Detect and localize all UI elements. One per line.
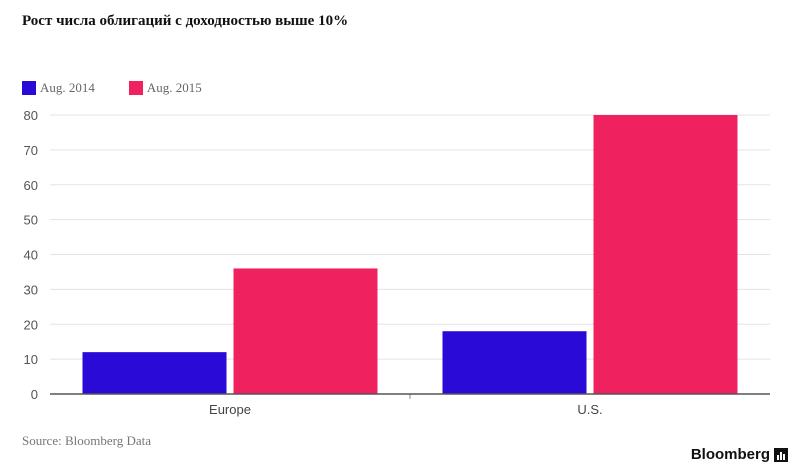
bar-us-aug-2014 <box>442 331 587 394</box>
legend-label-aug-2014: Aug. 2014 <box>40 80 95 95</box>
legend-label-aug-2015: Aug. 2015 <box>146 80 202 95</box>
x-tick-label-1: U.S. <box>577 402 602 417</box>
x-tick-label-0: Europe <box>209 402 251 417</box>
brand-logo: Bloomberg <box>691 446 788 463</box>
y-tick-label-30: 30 <box>24 282 38 297</box>
bar-chart-icon <box>774 447 788 462</box>
brand-name: Bloomberg <box>690 446 770 463</box>
legend-item-aug-2015: Aug. 2015 <box>128 80 202 96</box>
source-note: Source: Bloomberg Data <box>22 433 152 448</box>
y-tick-label-60: 60 <box>24 178 38 193</box>
legend-item-aug-2014: Aug. 2014 <box>22 80 95 96</box>
legend: Aug. 2014 Aug. 2015 <box>22 80 236 96</box>
y-tick-label-20: 20 <box>24 317 38 332</box>
legend-swatch-aug-2015 <box>128 81 143 95</box>
legend-swatch-aug-2014 <box>22 81 36 95</box>
chart-title: Рост числа облигаций с доходностью выше … <box>22 13 349 29</box>
y-tick-label-70: 70 <box>24 143 38 158</box>
y-tick-label-50: 50 <box>24 213 38 228</box>
y-tick-label-10: 10 <box>24 352 38 367</box>
y-tick-label-80: 80 <box>24 108 38 123</box>
y-tick-label-40: 40 <box>24 248 38 263</box>
bar-europe-aug-2015 <box>233 268 378 394</box>
y-tick-label-0: 0 <box>31 387 38 402</box>
bar-us-aug-2015 <box>593 115 738 394</box>
bar-europe-aug-2014 <box>82 352 227 394</box>
